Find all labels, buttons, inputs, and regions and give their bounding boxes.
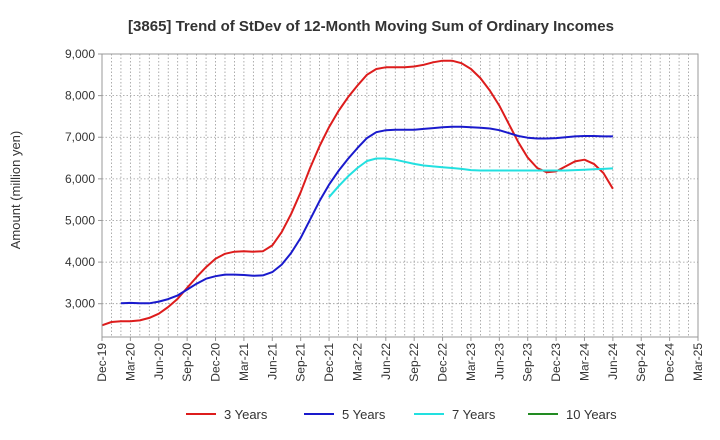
x-tick-label: Jun-24 [606,343,620,380]
x-tick-label: Mar-22 [350,343,364,381]
x-tick-label: Sep-21 [294,343,308,382]
y-tick-label: 7,000 [65,130,95,144]
x-tick-label: Dec-22 [436,343,450,382]
x-tick-label: Sep-22 [407,343,421,382]
legend-label: 3 Years [224,407,268,422]
x-tick-label: Jun-22 [379,343,393,380]
x-tick-label: Mar-21 [237,343,251,381]
grid [102,54,698,337]
series-line-7-years [328,157,613,198]
x-tick-label: Mar-25 [691,343,705,381]
series-line-5-years [120,125,613,305]
x-tick-label: Mar-24 [577,343,591,381]
x-tick-labels: Dec-19 Mar-20 Jun-20 Sep-20 Dec-20 Mar-21 Jun-… [95,337,705,382]
legend-label: 5 Years [342,407,386,422]
y-axis-label: Amount (million yen) [8,131,23,250]
series-line-3-years [101,59,614,327]
y-tick-label: 3,000 [65,297,95,311]
x-tick-label: Dec-23 [549,343,563,382]
legend-label: 7 Years [452,407,496,422]
y-tick-label: 5,000 [65,213,95,227]
chart-title: [3865] Trend of StDev of 12-Month Moving… [128,18,614,35]
x-tick-label: Dec-20 [209,343,223,382]
y-tick-labels: 3,000 4,000 5,000 6,000 7,000 8,000 9,000 [65,47,102,311]
x-tick-label: Sep-20 [180,343,194,382]
x-tick-label: Jun-23 [492,343,506,380]
x-tick-label: Mar-23 [464,343,478,381]
y-tick-label: 4,000 [65,255,95,269]
x-tick-label: Jun-20 [152,343,166,380]
x-tick-label: Dec-21 [322,343,336,382]
legend-label: 10 Years [566,407,617,422]
legend: 3 Years 5 Years 7 Years 10 Years [186,407,617,422]
plot-frame [101,53,699,338]
x-tick-label: Sep-23 [521,343,535,382]
x-tick-label: Sep-24 [634,343,648,382]
x-tick-label: Mar-20 [123,343,137,381]
y-tick-label: 9,000 [65,47,95,61]
series-lines [101,59,614,327]
y-tick-label: 6,000 [65,172,95,186]
x-tick-label: Dec-19 [95,343,109,382]
y-tick-label: 8,000 [65,89,95,103]
x-tick-label: Dec-24 [663,343,677,382]
x-tick-label: Jun-21 [265,343,279,380]
